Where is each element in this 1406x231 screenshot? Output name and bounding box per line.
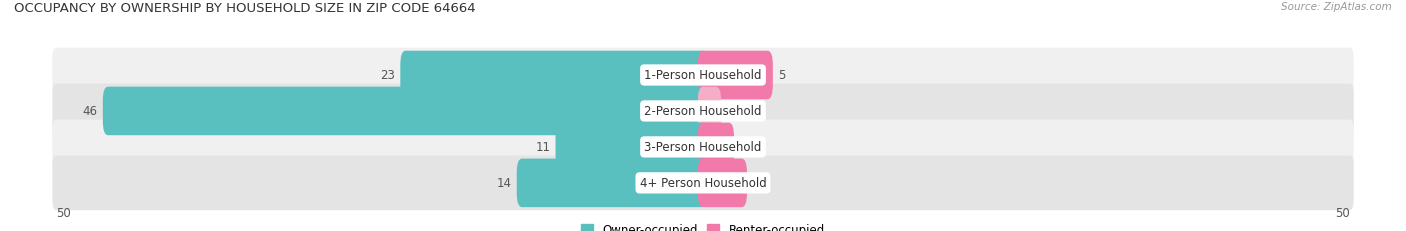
Text: 5: 5	[778, 69, 786, 82]
Text: 11: 11	[536, 141, 550, 154]
Text: 50: 50	[56, 206, 70, 219]
Text: 2-Person Household: 2-Person Household	[644, 105, 762, 118]
FancyBboxPatch shape	[52, 120, 1354, 174]
FancyBboxPatch shape	[517, 159, 709, 207]
Text: 4+ Person Household: 4+ Person Household	[640, 176, 766, 190]
FancyBboxPatch shape	[697, 123, 734, 171]
Text: 1-Person Household: 1-Person Household	[644, 69, 762, 82]
Text: 23: 23	[380, 69, 395, 82]
Text: 3: 3	[752, 176, 759, 190]
FancyBboxPatch shape	[697, 159, 747, 207]
Text: Source: ZipAtlas.com: Source: ZipAtlas.com	[1281, 2, 1392, 12]
FancyBboxPatch shape	[697, 87, 721, 136]
Text: OCCUPANCY BY OWNERSHIP BY HOUSEHOLD SIZE IN ZIP CODE 64664: OCCUPANCY BY OWNERSHIP BY HOUSEHOLD SIZE…	[14, 2, 475, 15]
FancyBboxPatch shape	[52, 84, 1354, 139]
Legend: Owner-occupied, Renter-occupied: Owner-occupied, Renter-occupied	[576, 219, 830, 231]
FancyBboxPatch shape	[555, 123, 709, 171]
FancyBboxPatch shape	[401, 52, 709, 100]
FancyBboxPatch shape	[103, 87, 709, 136]
Text: 50: 50	[1336, 206, 1350, 219]
FancyBboxPatch shape	[52, 156, 1354, 210]
Text: 3-Person Household: 3-Person Household	[644, 141, 762, 154]
Text: 1: 1	[727, 105, 734, 118]
Text: 14: 14	[496, 176, 512, 190]
FancyBboxPatch shape	[697, 52, 773, 100]
FancyBboxPatch shape	[52, 49, 1354, 103]
Text: 2: 2	[740, 141, 747, 154]
Text: 46: 46	[83, 105, 97, 118]
